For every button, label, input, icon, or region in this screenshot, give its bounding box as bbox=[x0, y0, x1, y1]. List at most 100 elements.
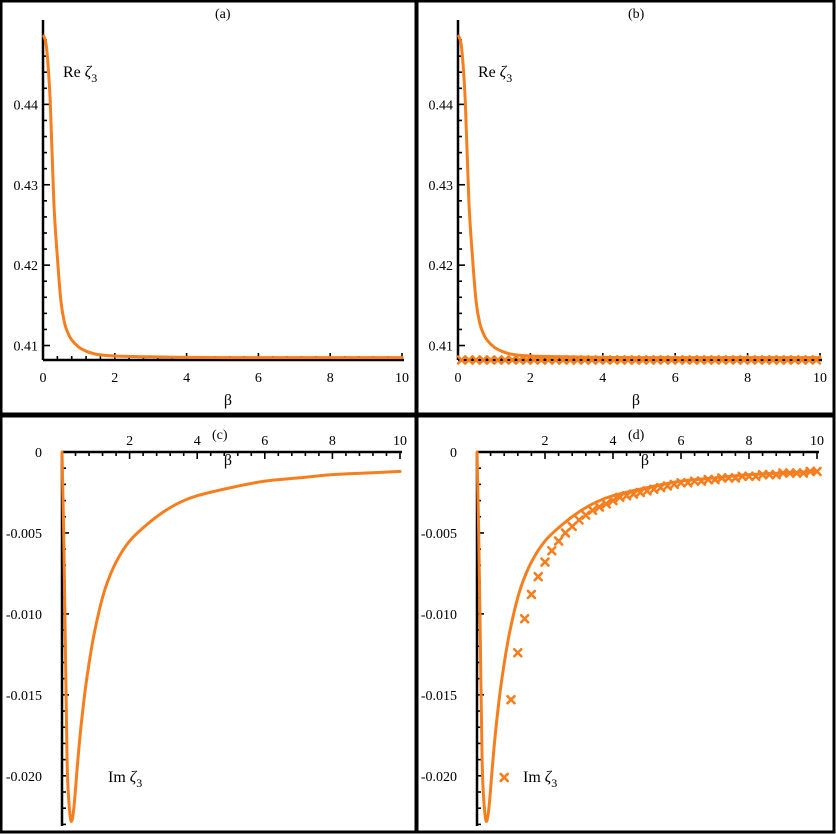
data-point-stroke bbox=[514, 355, 525, 365]
data-point-stroke bbox=[645, 355, 655, 365]
data-point-stroke bbox=[635, 487, 646, 498]
y-tick-label: 0.43 bbox=[14, 179, 39, 194]
data-point-stroke bbox=[500, 355, 510, 365]
x-tick-label: 6 bbox=[255, 371, 262, 386]
data-point bbox=[717, 355, 728, 365]
panel-a: (a) 0.41 0.42 0.43 0.44 0 2 4 6 8 10 β Re ζ3 bbox=[0, 0, 418, 416]
data-point bbox=[630, 355, 641, 365]
data-point bbox=[744, 471, 754, 482]
data-point bbox=[506, 694, 516, 705]
data-point-stroke bbox=[648, 484, 659, 495]
data-point-stroke bbox=[546, 545, 557, 556]
data-point-stroke bbox=[526, 589, 537, 600]
data-point-stroke bbox=[478, 355, 489, 365]
data-point-stroke bbox=[771, 469, 782, 480]
data-point bbox=[594, 355, 604, 365]
data-point-stroke bbox=[789, 355, 800, 365]
data-point-stroke bbox=[812, 466, 822, 477]
data-point bbox=[608, 495, 618, 506]
data-point bbox=[558, 355, 568, 365]
data-point-stroke bbox=[696, 476, 707, 486]
data-point-stroke bbox=[784, 468, 795, 478]
curve-label: Im ζ3 bbox=[108, 769, 142, 790]
data-point bbox=[512, 647, 523, 658]
data-point-stroke bbox=[723, 473, 734, 483]
data-point-stroke bbox=[594, 355, 604, 365]
x-tick-label: 10 bbox=[813, 371, 827, 386]
x-axis-label: β bbox=[224, 392, 232, 409]
data-point-stroke bbox=[642, 486, 652, 496]
data-point bbox=[746, 355, 757, 365]
x-tick-label: 4 bbox=[183, 371, 190, 386]
data-point bbox=[688, 355, 699, 365]
data-point bbox=[805, 466, 816, 477]
data-point-stroke bbox=[710, 355, 720, 365]
curve-label: Im ζ3 bbox=[523, 769, 557, 790]
data-point bbox=[645, 355, 655, 365]
data-point-stroke bbox=[652, 355, 662, 365]
data-point-stroke bbox=[558, 355, 568, 365]
panel-frame bbox=[415, 0, 836, 416]
x-tick-label: 4 bbox=[194, 434, 201, 449]
x-axis-label: β bbox=[224, 452, 232, 469]
data-point bbox=[775, 355, 785, 365]
data-point bbox=[514, 355, 525, 365]
data-point bbox=[784, 468, 795, 478]
data-point-stroke bbox=[760, 355, 771, 365]
data-point bbox=[594, 502, 605, 512]
data-point bbox=[608, 355, 619, 365]
data-point-stroke bbox=[608, 495, 618, 506]
data-point bbox=[753, 355, 764, 365]
curve-label-subscript: 3 bbox=[506, 71, 512, 85]
curve-label-subscript: 3 bbox=[136, 776, 142, 790]
data-point-stroke bbox=[519, 613, 530, 624]
data-point-stroke bbox=[550, 355, 561, 365]
data-point-stroke bbox=[746, 355, 757, 365]
y-tick-label: 0 bbox=[450, 446, 457, 461]
data-point bbox=[536, 355, 547, 365]
data-point bbox=[804, 355, 814, 365]
data-point-stroke bbox=[731, 355, 742, 365]
data-point bbox=[768, 355, 778, 365]
series-line bbox=[60, 450, 402, 823]
data-point-stroke bbox=[703, 474, 714, 485]
data-point-stroke bbox=[512, 647, 523, 658]
data-point-stroke bbox=[730, 473, 741, 483]
x-tick-label: 2 bbox=[542, 434, 549, 449]
data-point bbox=[507, 355, 518, 365]
data-point-stroke bbox=[805, 466, 816, 477]
data-point-stroke bbox=[587, 505, 598, 516]
data-point-stroke bbox=[739, 355, 749, 365]
data-point-stroke bbox=[716, 473, 727, 483]
data-point bbox=[493, 355, 503, 365]
data-point bbox=[616, 355, 626, 365]
data-point-stroke bbox=[782, 355, 793, 365]
panel-frame bbox=[415, 414, 836, 834]
data-point bbox=[674, 355, 684, 365]
y-tick-label: 0.42 bbox=[429, 259, 454, 274]
data-point bbox=[500, 355, 510, 365]
data-point-stroke bbox=[616, 355, 626, 365]
y-tick-label: 0.43 bbox=[429, 179, 454, 194]
x-tick-label: 2 bbox=[527, 371, 534, 386]
data-point-stroke bbox=[798, 468, 809, 478]
data-point bbox=[543, 355, 554, 365]
y-tick-label: -0.015 bbox=[421, 689, 457, 704]
x-tick-label: 2 bbox=[126, 434, 133, 449]
data-point bbox=[716, 473, 727, 483]
y-tick-label: 0.42 bbox=[14, 259, 39, 274]
data-point bbox=[623, 355, 633, 365]
data-point bbox=[519, 613, 530, 624]
data-point-stroke bbox=[499, 772, 510, 783]
x-axis-label: β bbox=[641, 452, 649, 469]
x-tick-label: 6 bbox=[678, 434, 685, 449]
curve-label: Re ζ3 bbox=[478, 64, 512, 85]
data-point-stroke bbox=[507, 355, 518, 365]
data-point bbox=[811, 355, 822, 365]
data-point bbox=[676, 477, 686, 488]
data-point bbox=[587, 355, 597, 365]
data-point bbox=[471, 355, 481, 365]
data-point-stroke bbox=[710, 474, 720, 485]
data-point-stroke bbox=[695, 355, 706, 365]
panel-title: (c) bbox=[212, 428, 228, 443]
